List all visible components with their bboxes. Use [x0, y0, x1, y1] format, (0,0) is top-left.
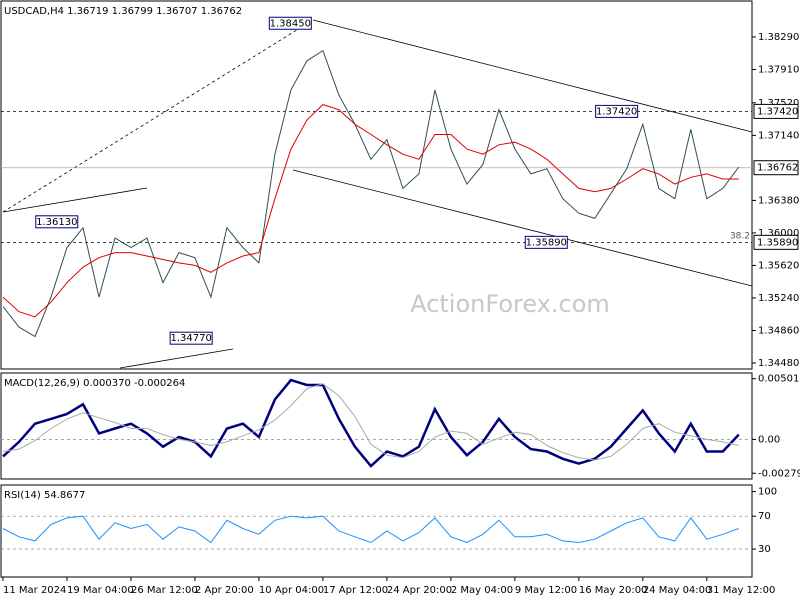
series-line — [2, 383, 739, 461]
x-tick-label: 19 Mar 04:00 — [67, 585, 134, 596]
channel-upper — [312, 19, 753, 133]
channel-lower — [292, 169, 753, 287]
trend-line — [2, 19, 314, 213]
callout-label: 1.34770 — [170, 333, 211, 344]
y-tick-label: 0.00 — [758, 434, 780, 445]
y-tick-label: -0.002795 — [758, 468, 800, 479]
x-tick-label: 26 Mar 12:00 — [131, 585, 198, 596]
level-label: 1.37420 — [757, 106, 798, 117]
x-tick-label: 10 Apr 04:00 — [259, 585, 324, 596]
callout-box — [524, 235, 568, 249]
callout-label: 1.37420 — [596, 106, 637, 117]
y-tick-label: 1.35240 — [758, 293, 799, 304]
price-callout: 1.34770 — [169, 331, 213, 345]
callout-box — [35, 215, 79, 229]
x-tick-label: 16 May 20:00 — [579, 585, 648, 596]
last-price-box — [753, 160, 799, 176]
series-line — [2, 378, 740, 468]
price-callout: 1.37420 — [595, 104, 639, 118]
level-box — [753, 103, 799, 119]
y-tick-label: 1.37910 — [758, 64, 799, 75]
y-tick-label: 1.36380 — [758, 195, 799, 206]
x-tick-label: 24 May 04:00 — [643, 585, 712, 596]
x-tick-label: 31 May 12:00 — [707, 585, 776, 596]
price-callout: 1.35890 — [524, 235, 568, 249]
series-line — [2, 515, 739, 544]
panel-frame — [0, 484, 753, 578]
panel-frame — [0, 0, 753, 370]
panel-frame — [0, 372, 753, 480]
level-box — [753, 234, 799, 250]
watermark: ActionForex.com — [410, 290, 610, 318]
price-callout: 1.36130 — [35, 215, 79, 229]
last-price-label: 1.36762 — [757, 163, 798, 174]
level-label: 1.35890 — [757, 237, 798, 248]
y-tick-label: 1.38290 — [758, 32, 799, 43]
callout-label: 1.35890 — [526, 237, 567, 248]
x-tick-label: 9 May 12:00 — [515, 585, 577, 596]
panel-title: MACD(12,26,9) 0.000370 -0.000264 — [4, 378, 185, 389]
fib-label: 38.2 — [730, 232, 750, 242]
x-tick-label: 2 Apr 20:00 — [195, 585, 254, 596]
y-tick-label: 0.005018 — [758, 374, 800, 385]
x-tick-label: 2 May 04:00 — [451, 585, 513, 596]
x-tick-label: 11 Mar 2024 — [3, 585, 66, 596]
series-line — [2, 104, 739, 318]
panel-title: RSI(14) 54.8677 — [4, 490, 85, 501]
trend-line — [2, 187, 148, 213]
callout-box — [268, 16, 312, 30]
callout-label: 1.38450 — [270, 18, 311, 29]
trend-lines — [2, 19, 753, 369]
x-tick-label: 24 Apr 20:00 — [387, 585, 452, 596]
y-tick-label: 1.37140 — [758, 130, 799, 141]
y-tick-label: 1.36000 — [758, 228, 799, 239]
callout-label: 1.36130 — [36, 217, 77, 228]
y-tick-label: 70 — [758, 511, 771, 522]
panel-title: USDCAD,H4 1.36719 1.36799 1.36707 1.3676… — [4, 6, 242, 17]
trend-line — [119, 348, 234, 369]
price-callout: 1.38450 — [268, 16, 312, 30]
y-tick-label: 1.34480 — [758, 358, 799, 369]
callout-box — [169, 331, 213, 345]
x-tick-label: 17 Apr 12:00 — [323, 585, 388, 596]
y-tick-label: 30 — [758, 544, 771, 555]
y-tick-label: 100 — [758, 487, 777, 498]
y-tick-label: 1.34860 — [758, 325, 799, 336]
y-tick-label: 1.35620 — [758, 260, 799, 271]
y-tick-label: 1.37520 — [758, 98, 799, 109]
callout-box — [595, 104, 639, 118]
